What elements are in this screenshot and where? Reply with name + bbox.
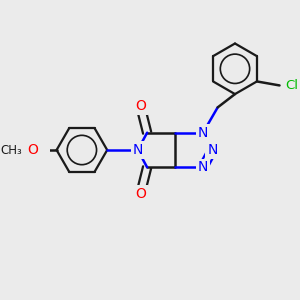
Text: N: N [198,160,208,174]
Text: O: O [135,187,146,201]
Text: Cl: Cl [285,79,298,92]
Text: O: O [135,99,146,113]
Text: O: O [27,143,38,157]
Text: N: N [198,126,208,140]
Text: CH₃: CH₃ [1,143,22,157]
Text: N: N [133,143,143,157]
Text: N: N [207,143,218,157]
